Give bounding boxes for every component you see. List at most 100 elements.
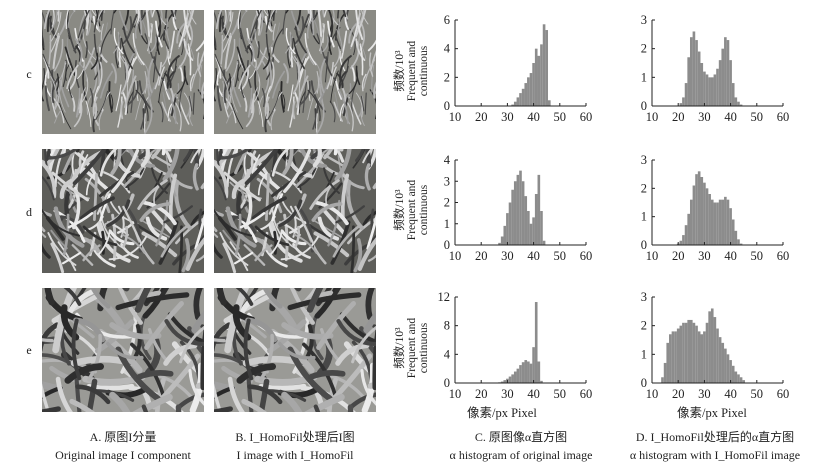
histogram-bar	[542, 240, 546, 245]
leaf-stroke	[188, 105, 193, 127]
leaf-stroke	[158, 288, 169, 300]
leaf-stroke	[314, 200, 349, 226]
leaf-stroke	[127, 149, 156, 169]
leaf-stroke	[245, 19, 258, 52]
leaf-stroke	[49, 11, 62, 44]
leaf-stroke	[42, 209, 52, 217]
leaf-stroke	[54, 109, 62, 124]
leaf-stroke	[309, 10, 311, 16]
leaf-stroke	[100, 28, 112, 55]
leaf-stroke	[56, 79, 62, 97]
leaf-stroke	[292, 61, 301, 95]
histogram-bar	[697, 51, 701, 106]
histogram-bar	[682, 235, 685, 245]
histogram-bar	[726, 354, 730, 383]
y-tick-label: 6	[444, 13, 450, 27]
leaf-stroke	[134, 288, 152, 313]
leaf-stroke	[77, 59, 85, 79]
leaf-stroke	[364, 163, 371, 191]
histogram-bar	[529, 223, 533, 245]
leaf-stroke	[79, 165, 109, 191]
leaf-stroke	[271, 70, 286, 99]
leaf-stroke	[90, 52, 99, 70]
histogram-bar	[524, 83, 528, 106]
leaf-stroke	[67, 68, 78, 92]
histogram-bar	[687, 57, 690, 106]
leaf-stroke	[93, 102, 98, 120]
leaf-stroke	[298, 91, 306, 114]
leaf-stroke	[214, 232, 219, 238]
leaf-stroke	[62, 149, 77, 175]
leaf-stroke	[69, 398, 96, 412]
leaf-stroke	[97, 10, 103, 33]
leaf-stroke	[79, 196, 115, 220]
leaf-stroke	[280, 80, 285, 113]
histogram-bar	[695, 325, 698, 383]
leaf-stroke	[231, 178, 245, 200]
leaf-stroke	[96, 223, 131, 263]
row-label-e: e	[26, 343, 32, 357]
y-tick-label: 0	[641, 99, 647, 113]
y-tick-label: 2	[641, 181, 647, 195]
leaf-stroke	[95, 61, 103, 94]
x-tick-label: 20	[475, 249, 488, 263]
histogram-bar	[540, 380, 543, 383]
leaf-stroke	[84, 47, 96, 70]
leaf-stroke	[85, 100, 92, 128]
histogram-bar	[700, 63, 704, 106]
leaf-stroke	[287, 292, 362, 311]
leaf-stroke	[192, 92, 195, 115]
leaf-stroke	[192, 149, 199, 168]
x-tick-label: 50	[751, 249, 764, 263]
y-tick-label: 0	[444, 376, 450, 390]
x-tick-label: 40	[724, 110, 737, 124]
leaf-stroke	[49, 32, 60, 54]
leaf-stroke	[226, 149, 237, 188]
x-tick-label: 60	[580, 387, 593, 401]
leaf-stroke	[61, 62, 67, 86]
leaf-stroke	[42, 322, 60, 352]
leaf-stroke	[214, 85, 217, 102]
leaf-stroke	[75, 45, 82, 63]
leaf-stroke	[271, 149, 290, 177]
caption-b-en: I image with I_HomoFil	[236, 448, 354, 462]
histogram-bar	[734, 371, 738, 383]
leaf-stroke	[283, 149, 312, 193]
leaf-stroke	[130, 81, 135, 113]
leaf-stroke	[78, 63, 88, 82]
leaf-stroke	[238, 37, 243, 59]
leaf-stroke	[323, 209, 347, 236]
leaf-stroke	[214, 338, 226, 343]
leaf-stroke	[363, 310, 376, 334]
leaf-stroke	[190, 149, 201, 164]
leaf-stroke	[161, 149, 166, 156]
leaf-stroke	[108, 80, 113, 113]
y-tick-label: 2	[444, 196, 450, 210]
y-tick-label: 4	[444, 42, 451, 56]
histogram-e-d: 10 20 30 40 50 60 0 1 2 3	[641, 290, 790, 401]
leaf-stroke	[127, 55, 139, 76]
leaf-stroke	[67, 27, 77, 54]
histogram-bar	[703, 182, 706, 245]
leaf-stroke	[222, 91, 230, 118]
leaf-stroke	[228, 73, 232, 92]
histogram-d-d: 10 20 30 40 50 60 0 1 2 3	[641, 153, 790, 263]
leaf-stroke	[134, 16, 143, 39]
leaf-stroke	[214, 406, 233, 412]
leaf-stroke	[234, 149, 239, 155]
leaf-stroke	[181, 237, 191, 273]
histogram-bar	[721, 48, 725, 106]
leaf-stroke	[333, 101, 343, 122]
leaf-stroke	[336, 319, 376, 347]
leaf-stroke	[183, 149, 193, 163]
leaf-stroke	[45, 216, 65, 241]
leaf-stroke	[369, 52, 374, 77]
leaf-stroke	[85, 41, 88, 59]
leaf-stroke	[281, 391, 303, 412]
leaf-stroke	[166, 71, 175, 89]
leaf-stroke	[148, 27, 152, 54]
leaf-stroke	[292, 242, 311, 259]
histogram-bar	[513, 101, 517, 106]
leaf-stroke	[46, 10, 51, 33]
leaf-stroke	[155, 10, 162, 38]
